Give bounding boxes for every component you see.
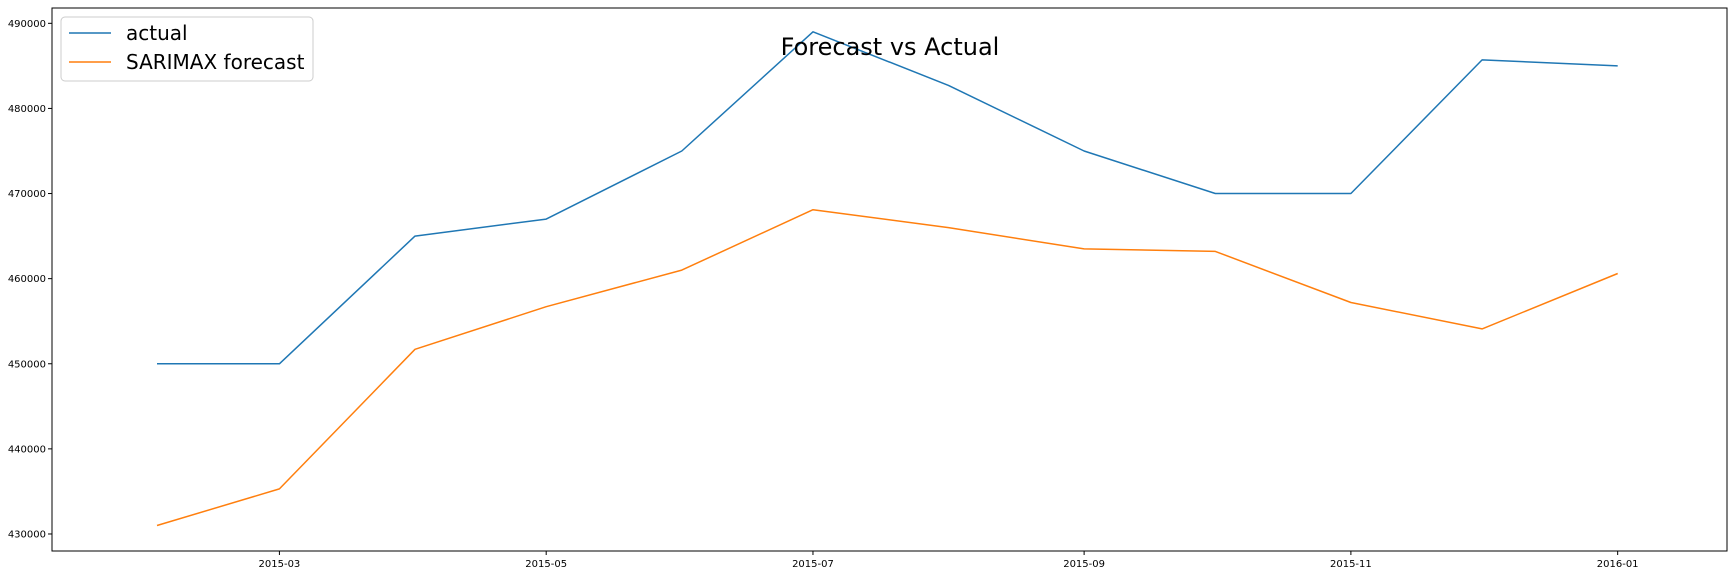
series-line-0 (157, 31, 1618, 365)
y-axis: 430000 440000 450000 460000 470000 480000 4900… (8, 19, 52, 540)
y-tick-label: 490000 (8, 19, 46, 30)
plot-area (51, 7, 1728, 552)
y-tick-label: 460000 (8, 274, 46, 285)
y-tick-label: 440000 (8, 444, 46, 455)
y-tick-label: 450000 (8, 359, 46, 370)
x-tick-label: 2016-01 (1597, 559, 1639, 570)
x-tick-label: 2015-11 (1330, 559, 1372, 570)
legend-label-0: actual (126, 21, 188, 45)
x-axis: 2015-03 2015-05 2015-07 2015-09 2015-11 2016-… (259, 551, 1639, 570)
x-tick-label: 2015-03 (259, 559, 301, 570)
chart-title: Forecast vs Actual (781, 33, 1000, 61)
y-tick-label: 470000 (8, 189, 46, 200)
y-tick-label: 480000 (8, 104, 46, 115)
x-tick-label: 2015-07 (792, 559, 834, 570)
x-tick-label: 2015-05 (525, 559, 567, 570)
legend: actual SARIMAX forecast (60, 16, 314, 82)
x-tick-label: 2015-09 (1063, 559, 1105, 570)
legend-label-1: SARIMAX forecast (126, 50, 305, 74)
series-line-1 (156, 208, 1618, 527)
legend-box (60, 16, 314, 82)
series-layer (156, 31, 1618, 527)
y-tick-label: 430000 (8, 529, 46, 540)
